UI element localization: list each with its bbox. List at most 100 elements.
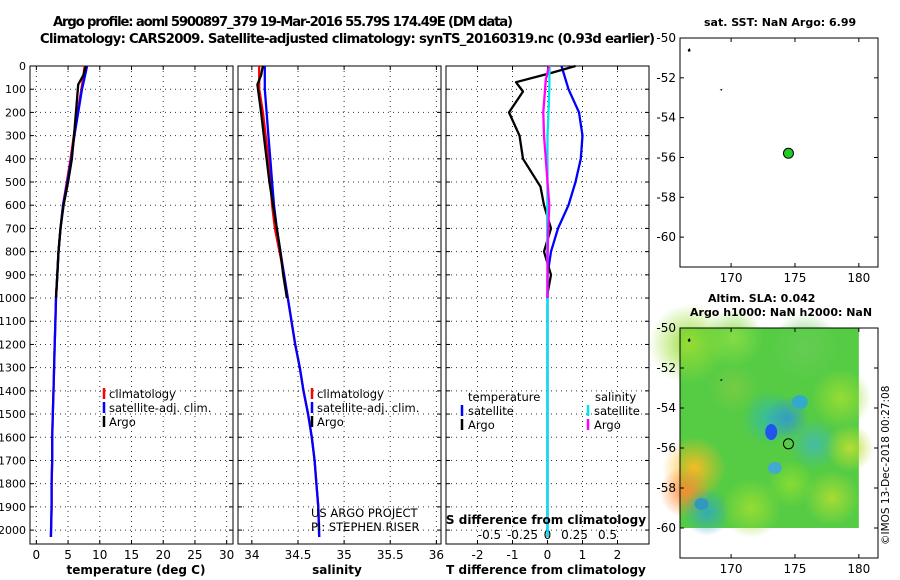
x-tick-label: 35 xyxy=(336,548,351,562)
island-marker xyxy=(687,47,691,52)
legend-label: satellite-adj. clim. xyxy=(109,401,211,415)
x-tick-label: 0 xyxy=(544,548,552,562)
y-tick-label: 1600 xyxy=(0,431,26,444)
y-tick-label: 1100 xyxy=(0,315,26,328)
legend-label: Argo xyxy=(109,415,136,429)
x-tick-label: -1 xyxy=(507,548,519,562)
y-tick-label: 1300 xyxy=(0,362,26,375)
x-tick-label: 34 xyxy=(244,548,259,562)
x-tick-label: 170 xyxy=(720,562,743,576)
sst-map-title: sat. SST: NaN Argo: 6.99 xyxy=(704,16,856,29)
legend-label: Argo xyxy=(594,418,621,432)
x-tick-label: 35.5 xyxy=(377,548,404,562)
header-line-2: Climatology: CARS2009. Satellite-adjuste… xyxy=(40,32,655,47)
sla-map-title: Altim. SLA: 0.042 xyxy=(708,292,815,305)
sla-map-subtitle: Argo h1000: NaN h2000: NaN xyxy=(690,306,872,319)
y-tick-label: -54 xyxy=(656,111,676,125)
plot-frame xyxy=(237,65,442,545)
y-tick-label: -56 xyxy=(656,150,676,164)
s-difference-axis-label: S difference from climatology xyxy=(446,513,646,527)
heatmap-blob xyxy=(788,418,841,470)
legend-label: climatology xyxy=(109,387,176,401)
heatmap-blob xyxy=(703,308,764,368)
legend-label: climatology xyxy=(317,387,384,401)
legend-label: satellite xyxy=(594,404,640,418)
legend-title-salinity: salinity xyxy=(595,390,636,404)
y-tick-label: 0 xyxy=(19,60,26,73)
x2-tick-label: 0.25 xyxy=(561,528,588,542)
y-tick-label: -60 xyxy=(656,230,676,244)
heatmap-blob xyxy=(825,424,874,472)
island-marker xyxy=(687,338,691,342)
x-tick-label: 36 xyxy=(429,548,444,562)
y-tick-label: -52 xyxy=(656,361,676,375)
y-tick-label: 1800 xyxy=(0,478,26,491)
x-tick-label: -2 xyxy=(472,548,484,562)
y-tick-label: -52 xyxy=(656,71,676,85)
x-tick-label: 25 xyxy=(187,548,202,562)
heatmap-blob xyxy=(770,313,841,383)
legend-label: Argo xyxy=(468,418,495,432)
heatmap-eddy xyxy=(767,462,782,474)
heatmap-blob xyxy=(682,488,731,536)
argo-location-marker xyxy=(782,438,794,450)
series-line-argo xyxy=(54,65,87,299)
island-marker xyxy=(719,379,723,381)
temperature-axis-label: temperature (deg C) xyxy=(67,563,206,577)
y-tick-label: 300 xyxy=(5,130,26,143)
heatmap-eddy xyxy=(694,498,709,510)
y-tick-label: 200 xyxy=(5,106,26,119)
y-tick-label: -54 xyxy=(656,401,676,415)
y-tick-label: 400 xyxy=(5,153,26,166)
x-tick-label: 2 xyxy=(614,548,622,562)
x-tick-label: 0 xyxy=(33,548,41,562)
y-tick-label: 100 xyxy=(5,83,26,96)
y-tick-label: 800 xyxy=(5,246,26,259)
sla-map-panel: 170 175 180 -50 -52 -54 -56 -58 -60 xyxy=(648,304,879,576)
series-line-salinity-argo xyxy=(542,65,551,298)
heatmap-eddy xyxy=(765,424,778,440)
series-line-argo xyxy=(256,65,289,299)
y-tick-label: -50 xyxy=(656,321,676,335)
y-tick-label: 1700 xyxy=(0,454,26,467)
pi-credit: PI: STEPHEN RISER xyxy=(311,520,420,534)
y-tick-label: 1900 xyxy=(0,501,26,514)
legend-label: satellite-adj. clim. xyxy=(317,401,419,415)
heatmap-blob xyxy=(804,470,861,526)
header-line-1: Argo profile: aoml 5900897_379 19-Mar-20… xyxy=(53,15,513,30)
y-tick-label: 900 xyxy=(5,269,26,282)
x-tick-label: 15 xyxy=(124,548,139,562)
map-frame xyxy=(679,37,879,268)
x2-tick-label: -0.5 xyxy=(478,528,501,542)
y-tick-label: 700 xyxy=(5,222,26,235)
legend-title-temperature: temperature xyxy=(468,390,540,404)
y-tick-label: 1500 xyxy=(0,408,26,421)
x2-tick-label: -0.25 xyxy=(507,528,538,542)
y-tick-label: 1200 xyxy=(0,338,26,351)
y-tick-label: -56 xyxy=(656,441,676,455)
x-tick-label: 180 xyxy=(847,271,870,285)
temperature-panel: 0 5 10 15 20 25 300100200300400500600700800900… xyxy=(0,60,234,562)
project-credit: US ARGO PROJECT xyxy=(311,506,419,520)
y-tick-label: -58 xyxy=(656,190,676,204)
x-tick-label: 175 xyxy=(784,562,807,576)
heatmap-blob xyxy=(810,368,871,428)
x-tick-label: 5 xyxy=(64,548,72,562)
t-difference-axis-label: T difference from climatology xyxy=(446,563,646,577)
y-tick-label: 600 xyxy=(5,199,26,212)
y-tick-label: -50 xyxy=(656,31,676,45)
y-tick-label: 500 xyxy=(5,176,26,189)
heatmap-blob xyxy=(707,362,760,414)
y-tick-label: 1400 xyxy=(0,385,26,398)
x-tick-label: 175 xyxy=(784,271,807,285)
series-line-temperature-argo xyxy=(507,64,576,298)
imos-credit: ©IMOS 13-Dec-2018 00:27:08 xyxy=(880,386,892,545)
x-tick-label: 10 xyxy=(92,548,107,562)
legend-label: Argo xyxy=(317,415,344,429)
argo-location-marker xyxy=(782,147,794,159)
heatmap-blob xyxy=(721,478,782,538)
difference-panel: -2 -1 0 1 2-0.5 -0.25 0 0.25 0.5temperaturesatel… xyxy=(445,64,650,562)
salinity-axis-label: salinity xyxy=(312,563,362,577)
sst-map-panel: 170 175 180 -50 -52 -54 -56 -58 -60 xyxy=(656,31,879,285)
